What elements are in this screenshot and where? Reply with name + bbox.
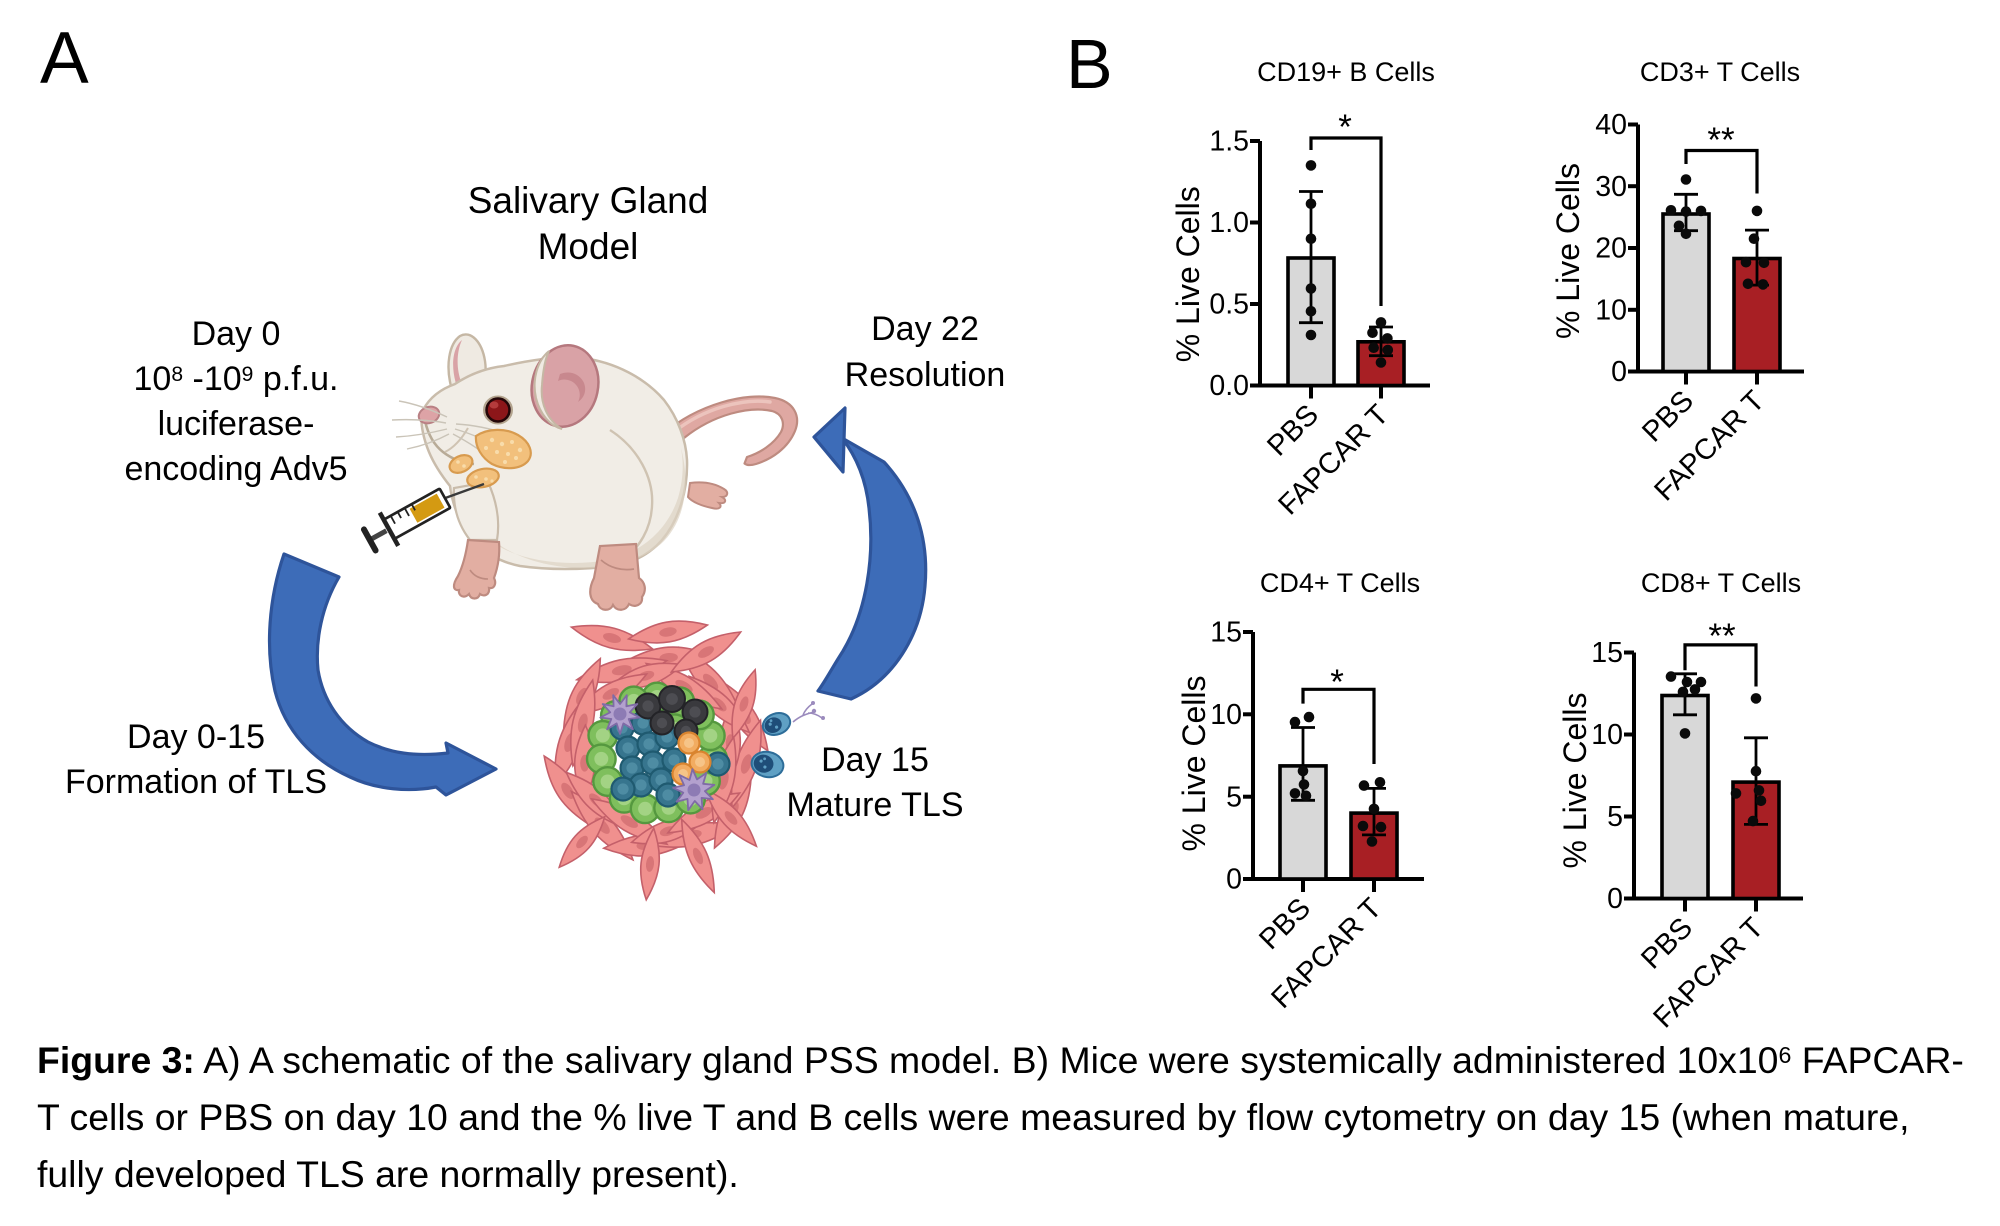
svg-text:5: 5	[1607, 801, 1623, 833]
svg-text:15: 15	[1210, 617, 1242, 649]
svg-text:**: **	[1708, 617, 1736, 656]
svg-text:% Live Cells: % Live Cells	[1176, 675, 1212, 851]
svg-text:0.5: 0.5	[1209, 289, 1249, 321]
svg-text:*: *	[1338, 108, 1352, 147]
svg-text:0: 0	[1607, 883, 1623, 915]
svg-text:*: *	[1330, 663, 1344, 702]
svg-text:**: **	[1707, 121, 1735, 160]
svg-text:30: 30	[1595, 171, 1627, 203]
svg-text:40: 40	[1595, 109, 1627, 141]
svg-text:CD8+ T Cells: CD8+ T Cells	[1641, 568, 1801, 598]
svg-text:0: 0	[1226, 864, 1242, 896]
svg-text:PBS: PBS	[1636, 385, 1700, 449]
svg-text:% Live Cells: % Live Cells	[1557, 692, 1593, 868]
svg-text:0: 0	[1611, 356, 1627, 388]
svg-text:CD3+ T Cells: CD3+ T Cells	[1640, 57, 1800, 87]
svg-text:5: 5	[1226, 781, 1242, 813]
svg-text:1.0: 1.0	[1209, 207, 1249, 239]
svg-text:CD19+ B Cells: CD19+ B Cells	[1257, 57, 1435, 87]
svg-text:10: 10	[1210, 699, 1242, 731]
svg-text:PBS: PBS	[1253, 892, 1317, 956]
svg-text:% Live Cells: % Live Cells	[1550, 163, 1586, 339]
svg-text:0.0: 0.0	[1209, 370, 1249, 402]
svg-text:1.5: 1.5	[1209, 126, 1249, 158]
svg-text:PBS: PBS	[1261, 399, 1325, 463]
svg-text:CD4+ T Cells: CD4+ T Cells	[1260, 568, 1420, 598]
svg-text:PBS: PBS	[1635, 912, 1699, 976]
svg-text:10: 10	[1591, 719, 1623, 751]
svg-text:% Live Cells: % Live Cells	[1170, 186, 1206, 362]
svg-text:10: 10	[1595, 294, 1627, 326]
svg-text:15: 15	[1591, 637, 1623, 669]
svg-text:20: 20	[1595, 233, 1627, 265]
